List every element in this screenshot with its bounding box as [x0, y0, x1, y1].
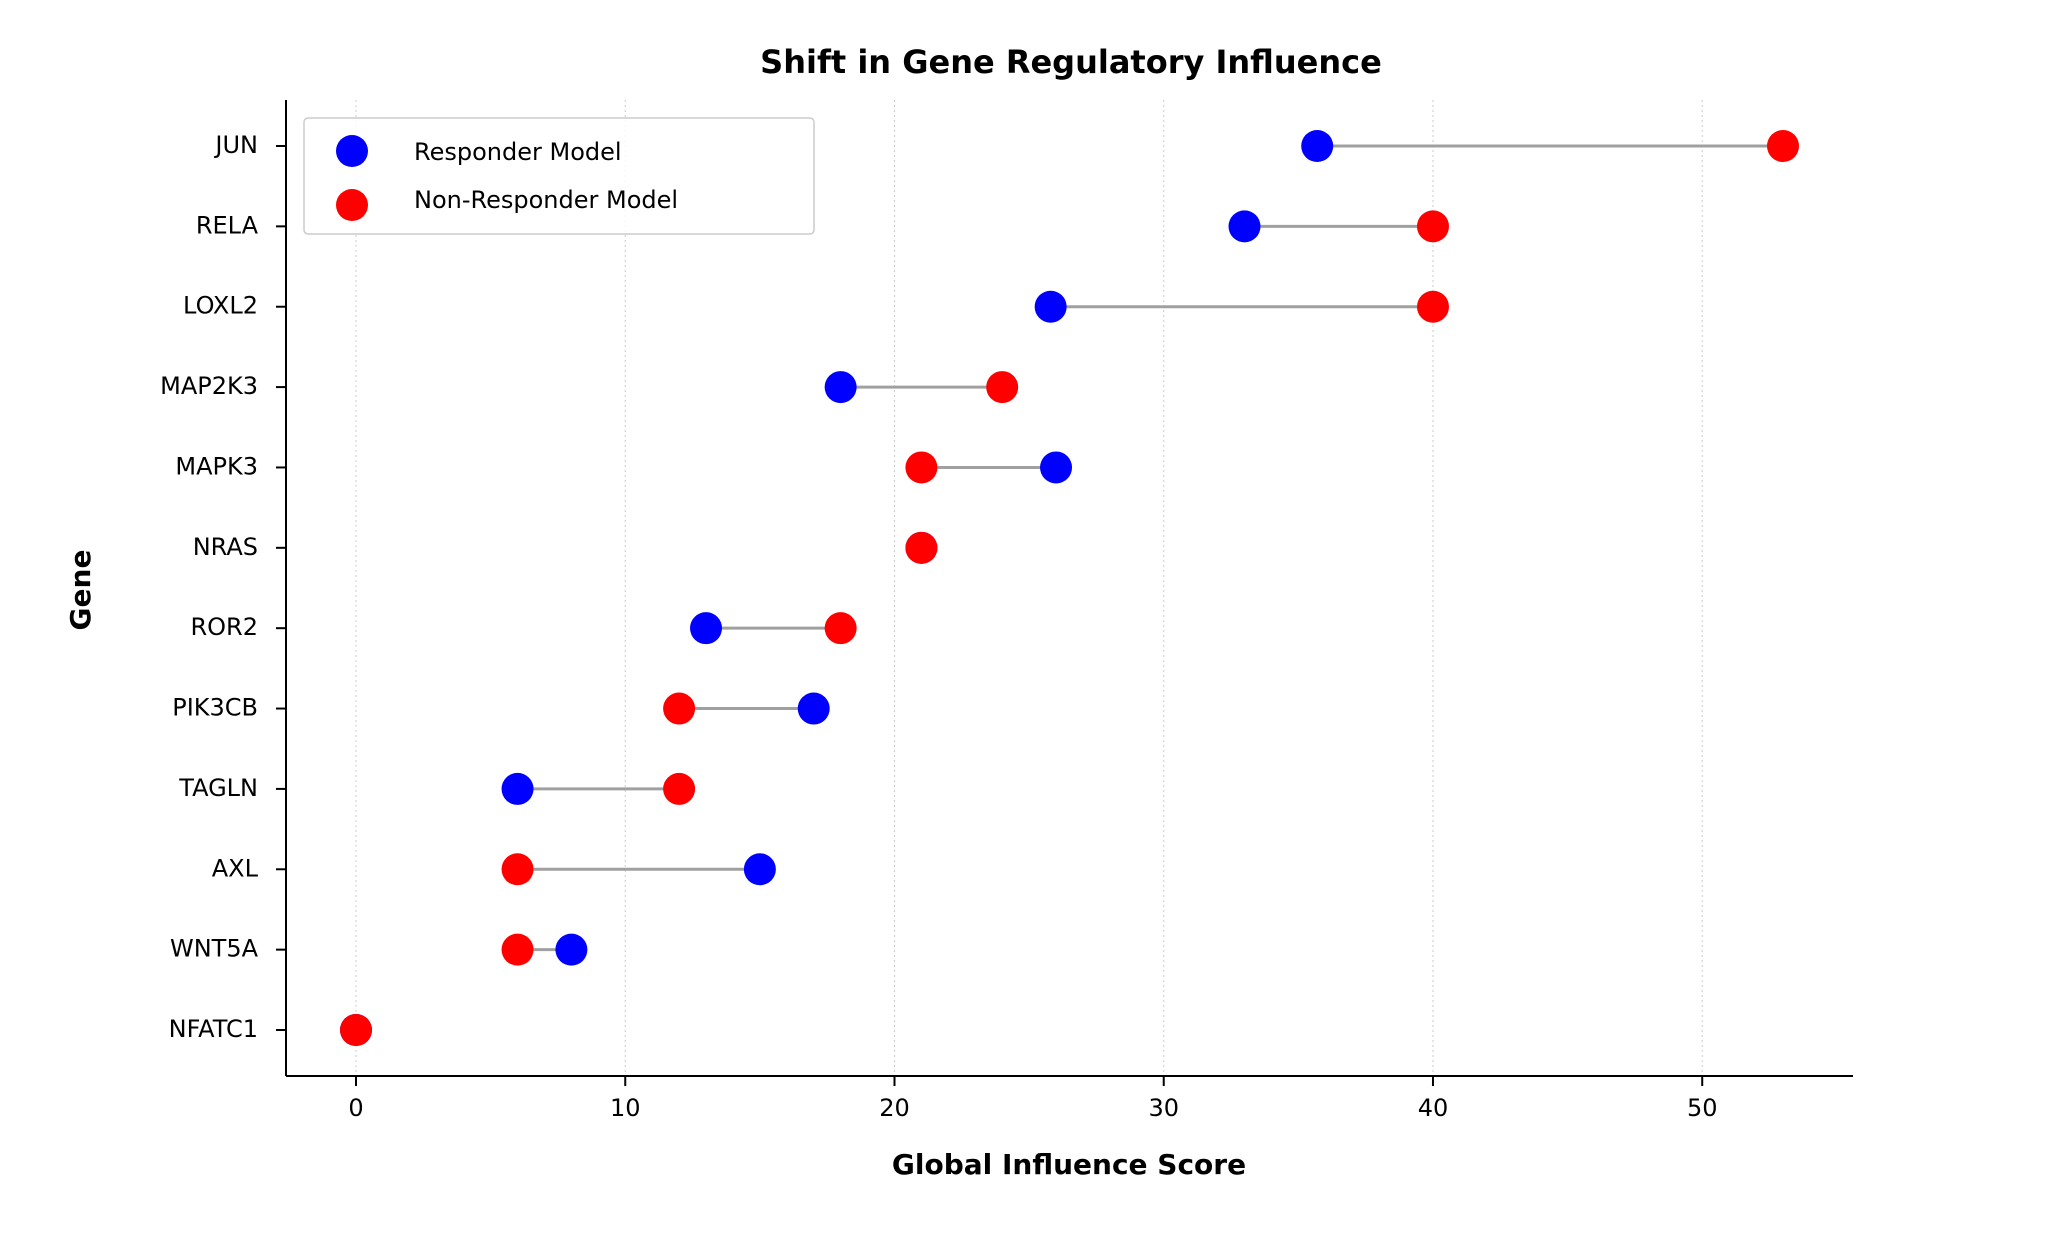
point-responder: [1301, 130, 1334, 162]
x-tick-label: 10: [610, 1094, 641, 1122]
point-non-responder: [501, 853, 534, 886]
x-axis-label: Global Influence Score: [892, 1148, 1246, 1181]
y-tick-label: JUN: [213, 131, 258, 159]
point-non-responder: [824, 612, 857, 645]
point-non-responder: [905, 451, 938, 484]
point-responder: [501, 772, 534, 805]
y-tick-label: WNT5A: [170, 935, 259, 963]
x-tick-label: 50: [1687, 1094, 1718, 1122]
grid-lines: [355, 100, 1703, 1076]
point-non-responder: [1416, 210, 1449, 243]
x-tick-label: 40: [1418, 1094, 1449, 1122]
y-tick-label: MAP2K3: [160, 372, 258, 400]
y-tick-label: RELA: [196, 211, 259, 239]
point-responder: [555, 933, 588, 966]
point-responder: [1034, 290, 1067, 323]
legend-label-non-responder: Non-Responder Model: [414, 186, 678, 214]
point-non-responder: [663, 772, 696, 805]
point-responder: [1040, 451, 1073, 484]
y-axis-label: Gene: [64, 550, 97, 631]
point-non-responder: [663, 692, 696, 725]
point-non-responder: [905, 531, 938, 564]
y-tick-label: AXL: [212, 854, 259, 882]
point-non-responder: [501, 933, 534, 966]
point-responder: [1228, 210, 1261, 243]
connector-lines: [517, 144, 1783, 952]
legend-frame: [303, 117, 815, 235]
y-tick-label: PIK3CB: [172, 694, 258, 722]
y-tick-label: LOXL2: [183, 292, 258, 320]
y-tick-label: ROR2: [190, 613, 258, 641]
y-tick-label: NFATC1: [169, 1015, 258, 1043]
point-non-responder: [1416, 290, 1449, 323]
legend-marker-non-responder: [336, 189, 368, 221]
point-non-responder: [1766, 130, 1799, 162]
x-tick-label: 0: [348, 1094, 363, 1122]
point-responder: [824, 371, 857, 404]
point-responder: [797, 692, 830, 725]
x-ticks: 0 10 20 30 40 50: [348, 1076, 1717, 1122]
y-tick-label: TAGLN: [178, 774, 258, 802]
data-points: [340, 130, 1799, 1046]
y-ticks: JUN RELA LOXL2 MAP2K3 MAPK3 NRAS ROR2 PIK3CB TAG…: [160, 131, 286, 1043]
y-tick-label: MAPK3: [175, 452, 258, 480]
x-tick-label: 20: [879, 1094, 910, 1122]
y-tick-label: NRAS: [193, 533, 258, 561]
point-responder: [743, 853, 776, 886]
legend: Responder Model Non-Responder Model: [303, 117, 815, 235]
point-responder: [690, 612, 723, 645]
legend-label-responder: Responder Model: [414, 138, 622, 166]
point-non-responder: [340, 1014, 373, 1046]
legend-marker-responder: [336, 135, 368, 167]
x-tick-label: 30: [1148, 1094, 1179, 1122]
point-non-responder: [986, 371, 1019, 404]
axes: [285, 100, 1853, 1077]
chart-title: Shift in Gene Regulatory Influence: [760, 43, 1382, 81]
